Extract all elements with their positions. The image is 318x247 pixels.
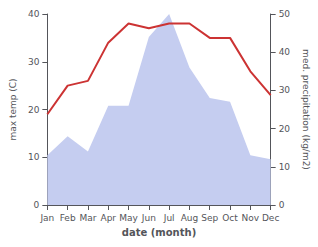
svg-text:20: 20 xyxy=(279,124,291,134)
svg-text:Jul: Jul xyxy=(163,213,175,223)
svg-text:10: 10 xyxy=(279,162,291,172)
svg-text:40: 40 xyxy=(28,9,40,19)
svg-text:Oct: Oct xyxy=(222,213,238,223)
svg-text:May: May xyxy=(119,213,138,223)
svg-text:Apr: Apr xyxy=(100,213,116,223)
svg-text:0: 0 xyxy=(279,200,285,210)
svg-text:30: 30 xyxy=(279,85,291,95)
svg-text:date (month): date (month) xyxy=(122,227,196,238)
svg-text:Jan: Jan xyxy=(39,213,54,223)
svg-text:Dec: Dec xyxy=(262,213,279,223)
svg-text:Nov: Nov xyxy=(242,213,260,223)
svg-text:30: 30 xyxy=(28,57,40,67)
svg-text:Mar: Mar xyxy=(79,213,96,223)
svg-text:Feb: Feb xyxy=(60,213,76,223)
svg-text:Aug: Aug xyxy=(181,213,199,223)
svg-text:Sep: Sep xyxy=(201,213,218,223)
svg-text:Jun: Jun xyxy=(141,213,156,223)
svg-text:max temp (C): max temp (C) xyxy=(8,78,18,140)
svg-text:50: 50 xyxy=(279,9,291,19)
svg-text:40: 40 xyxy=(279,47,291,57)
svg-text:0: 0 xyxy=(34,200,40,210)
svg-text:20: 20 xyxy=(28,105,40,115)
svg-text:med. precipitation (kg/m2): med. precipitation (kg/m2) xyxy=(301,49,311,170)
svg-text:10: 10 xyxy=(28,152,40,162)
